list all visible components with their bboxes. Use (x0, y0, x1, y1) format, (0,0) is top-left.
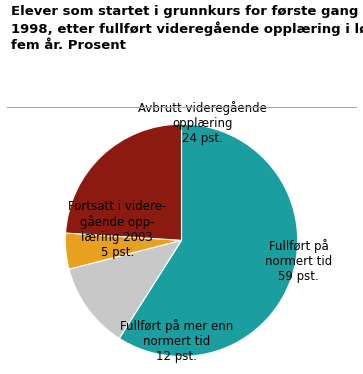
Text: Fullført på
normert tid
59 pst.: Fullført på normert tid 59 pst. (265, 239, 333, 283)
Text: Elever som startet i grunnkurs for første gang høsten
1998, etter fullført vider: Elever som startet i grunnkurs for først… (11, 5, 363, 52)
Wedge shape (65, 233, 182, 269)
Text: Fortsatt i videre-
gående opp-
læring 2003
5 pst.: Fortsatt i videre- gående opp- læring 20… (68, 200, 166, 260)
Wedge shape (66, 124, 182, 240)
Text: Fullført på mer enn
normert tid
12 pst.: Fullført på mer enn normert tid 12 pst. (120, 319, 233, 363)
Wedge shape (119, 124, 298, 356)
Text: Avbrutt videregående
opplæring
24 pst.: Avbrutt videregående opplæring 24 pst. (138, 101, 267, 145)
Wedge shape (69, 240, 182, 338)
